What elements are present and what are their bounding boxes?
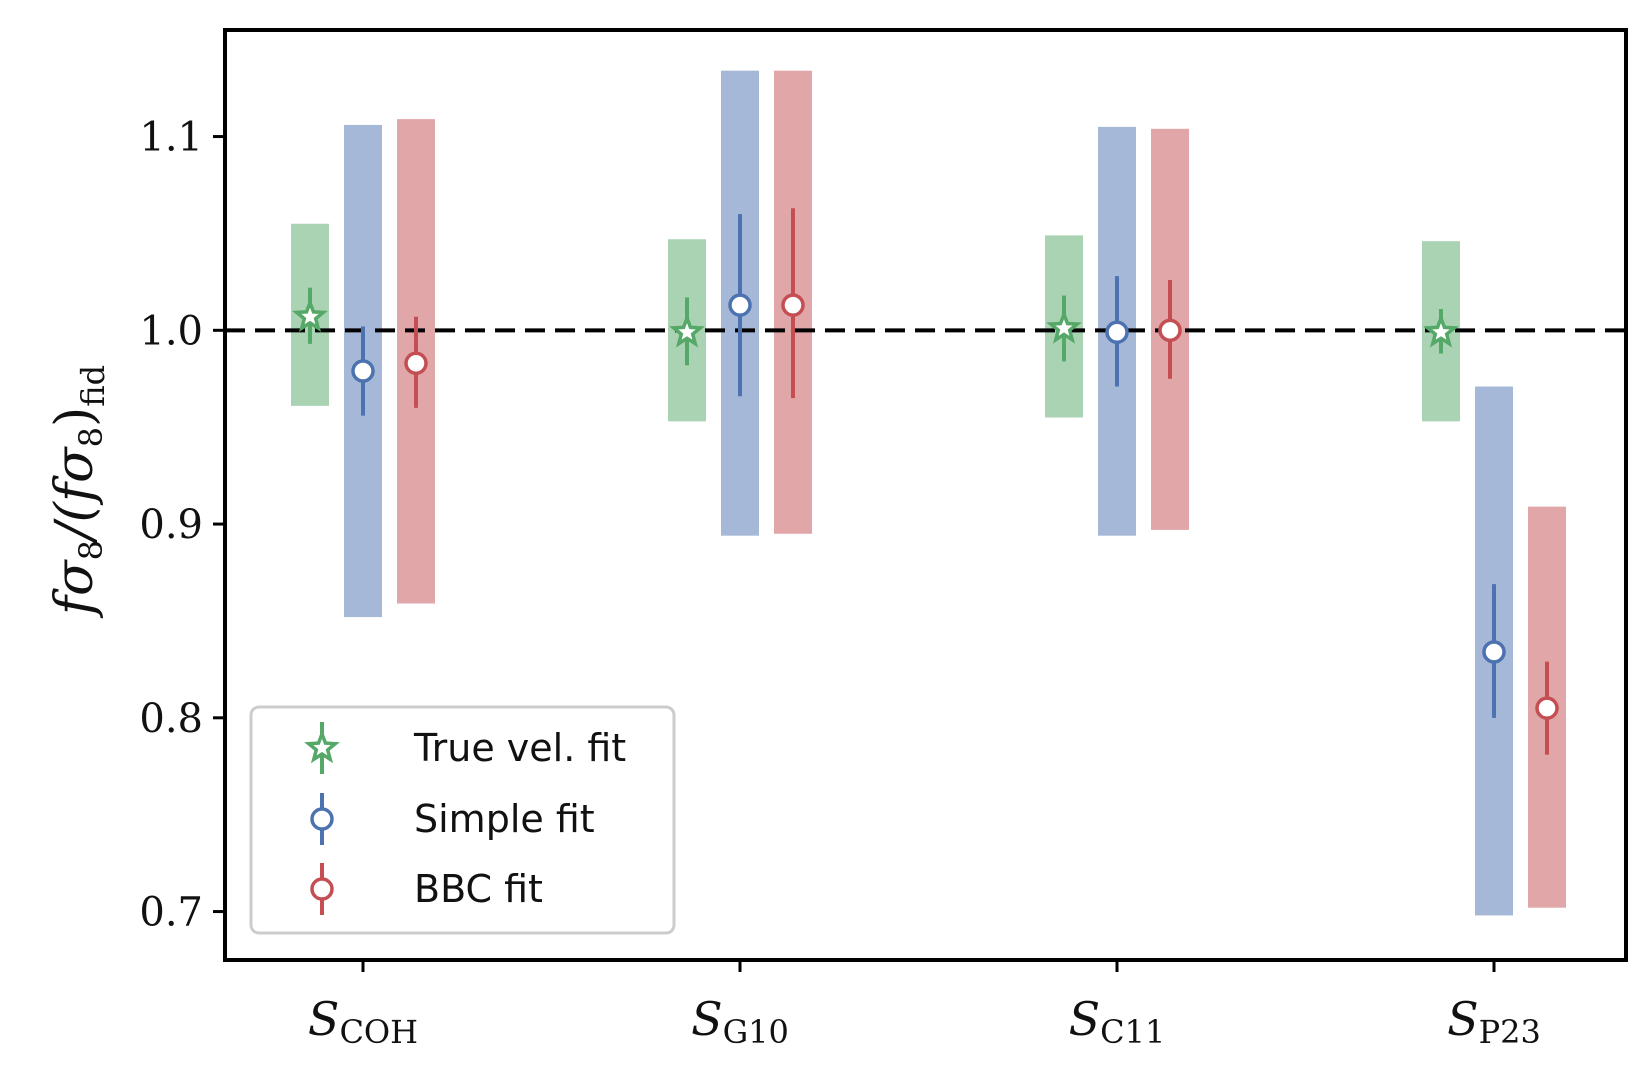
point-0-1: [669, 313, 705, 348]
point-1-2: [1105, 320, 1129, 344]
x-axis: SCOH SG10 SC11 SP23: [308, 960, 1541, 1051]
legend-box: [249, 705, 676, 935]
point-2-0: [404, 351, 428, 375]
legend-marker-1: [310, 807, 334, 831]
ylabel-sub-1: 8: [72, 540, 110, 560]
ytick-label-3: 1.0: [139, 308, 203, 354]
xtick-label-0: SCOH: [308, 992, 418, 1051]
point-2-1: [781, 293, 805, 317]
xtick-label-1: SG10: [691, 992, 789, 1051]
point-0-0: [292, 297, 328, 333]
error-bars: [308, 208, 1549, 755]
point-0-3: [1423, 313, 1459, 348]
legend-marker-0: [304, 729, 340, 764]
ylabel-slash: /(fσ: [45, 446, 105, 545]
ytick-label-1: 0.8: [139, 696, 203, 742]
ylabel-close: ): [45, 407, 105, 427]
point-1-1: [728, 293, 752, 317]
legend-marker-2: [310, 877, 334, 901]
legend-label-1: Simple fit: [414, 797, 595, 841]
point-1-0: [351, 359, 375, 383]
ytick-label-4: 1.1: [139, 115, 203, 161]
plot-frame: [223, 28, 1628, 962]
y-axis: 0.7 0.8 0.9 1.0 1.1: [139, 115, 225, 936]
point-2-3: [1535, 696, 1559, 720]
xtick-label-3: SP23: [1447, 992, 1541, 1051]
ylabel-fid: fid: [74, 365, 112, 407]
ylabel-main: fσ: [45, 559, 105, 619]
legend-label-0: True vel. fit: [413, 726, 626, 770]
legend-label-2: BBC fit: [414, 867, 543, 911]
point-1-3: [1482, 640, 1506, 664]
ytick-label-0: 0.7: [139, 890, 203, 936]
point-2-2: [1158, 318, 1182, 343]
ylabel-sub-2: 8: [72, 427, 110, 447]
xtick-label-2: SC11: [1069, 992, 1166, 1051]
legend: True vel. fit Simple fit BBC fit: [249, 705, 676, 935]
ytick-label-2: 0.9: [139, 502, 203, 548]
markers: [292, 293, 1559, 720]
y-axis-label: fσ8/(fσ8)fid: [45, 365, 112, 619]
point-0-2: [1046, 309, 1082, 344]
